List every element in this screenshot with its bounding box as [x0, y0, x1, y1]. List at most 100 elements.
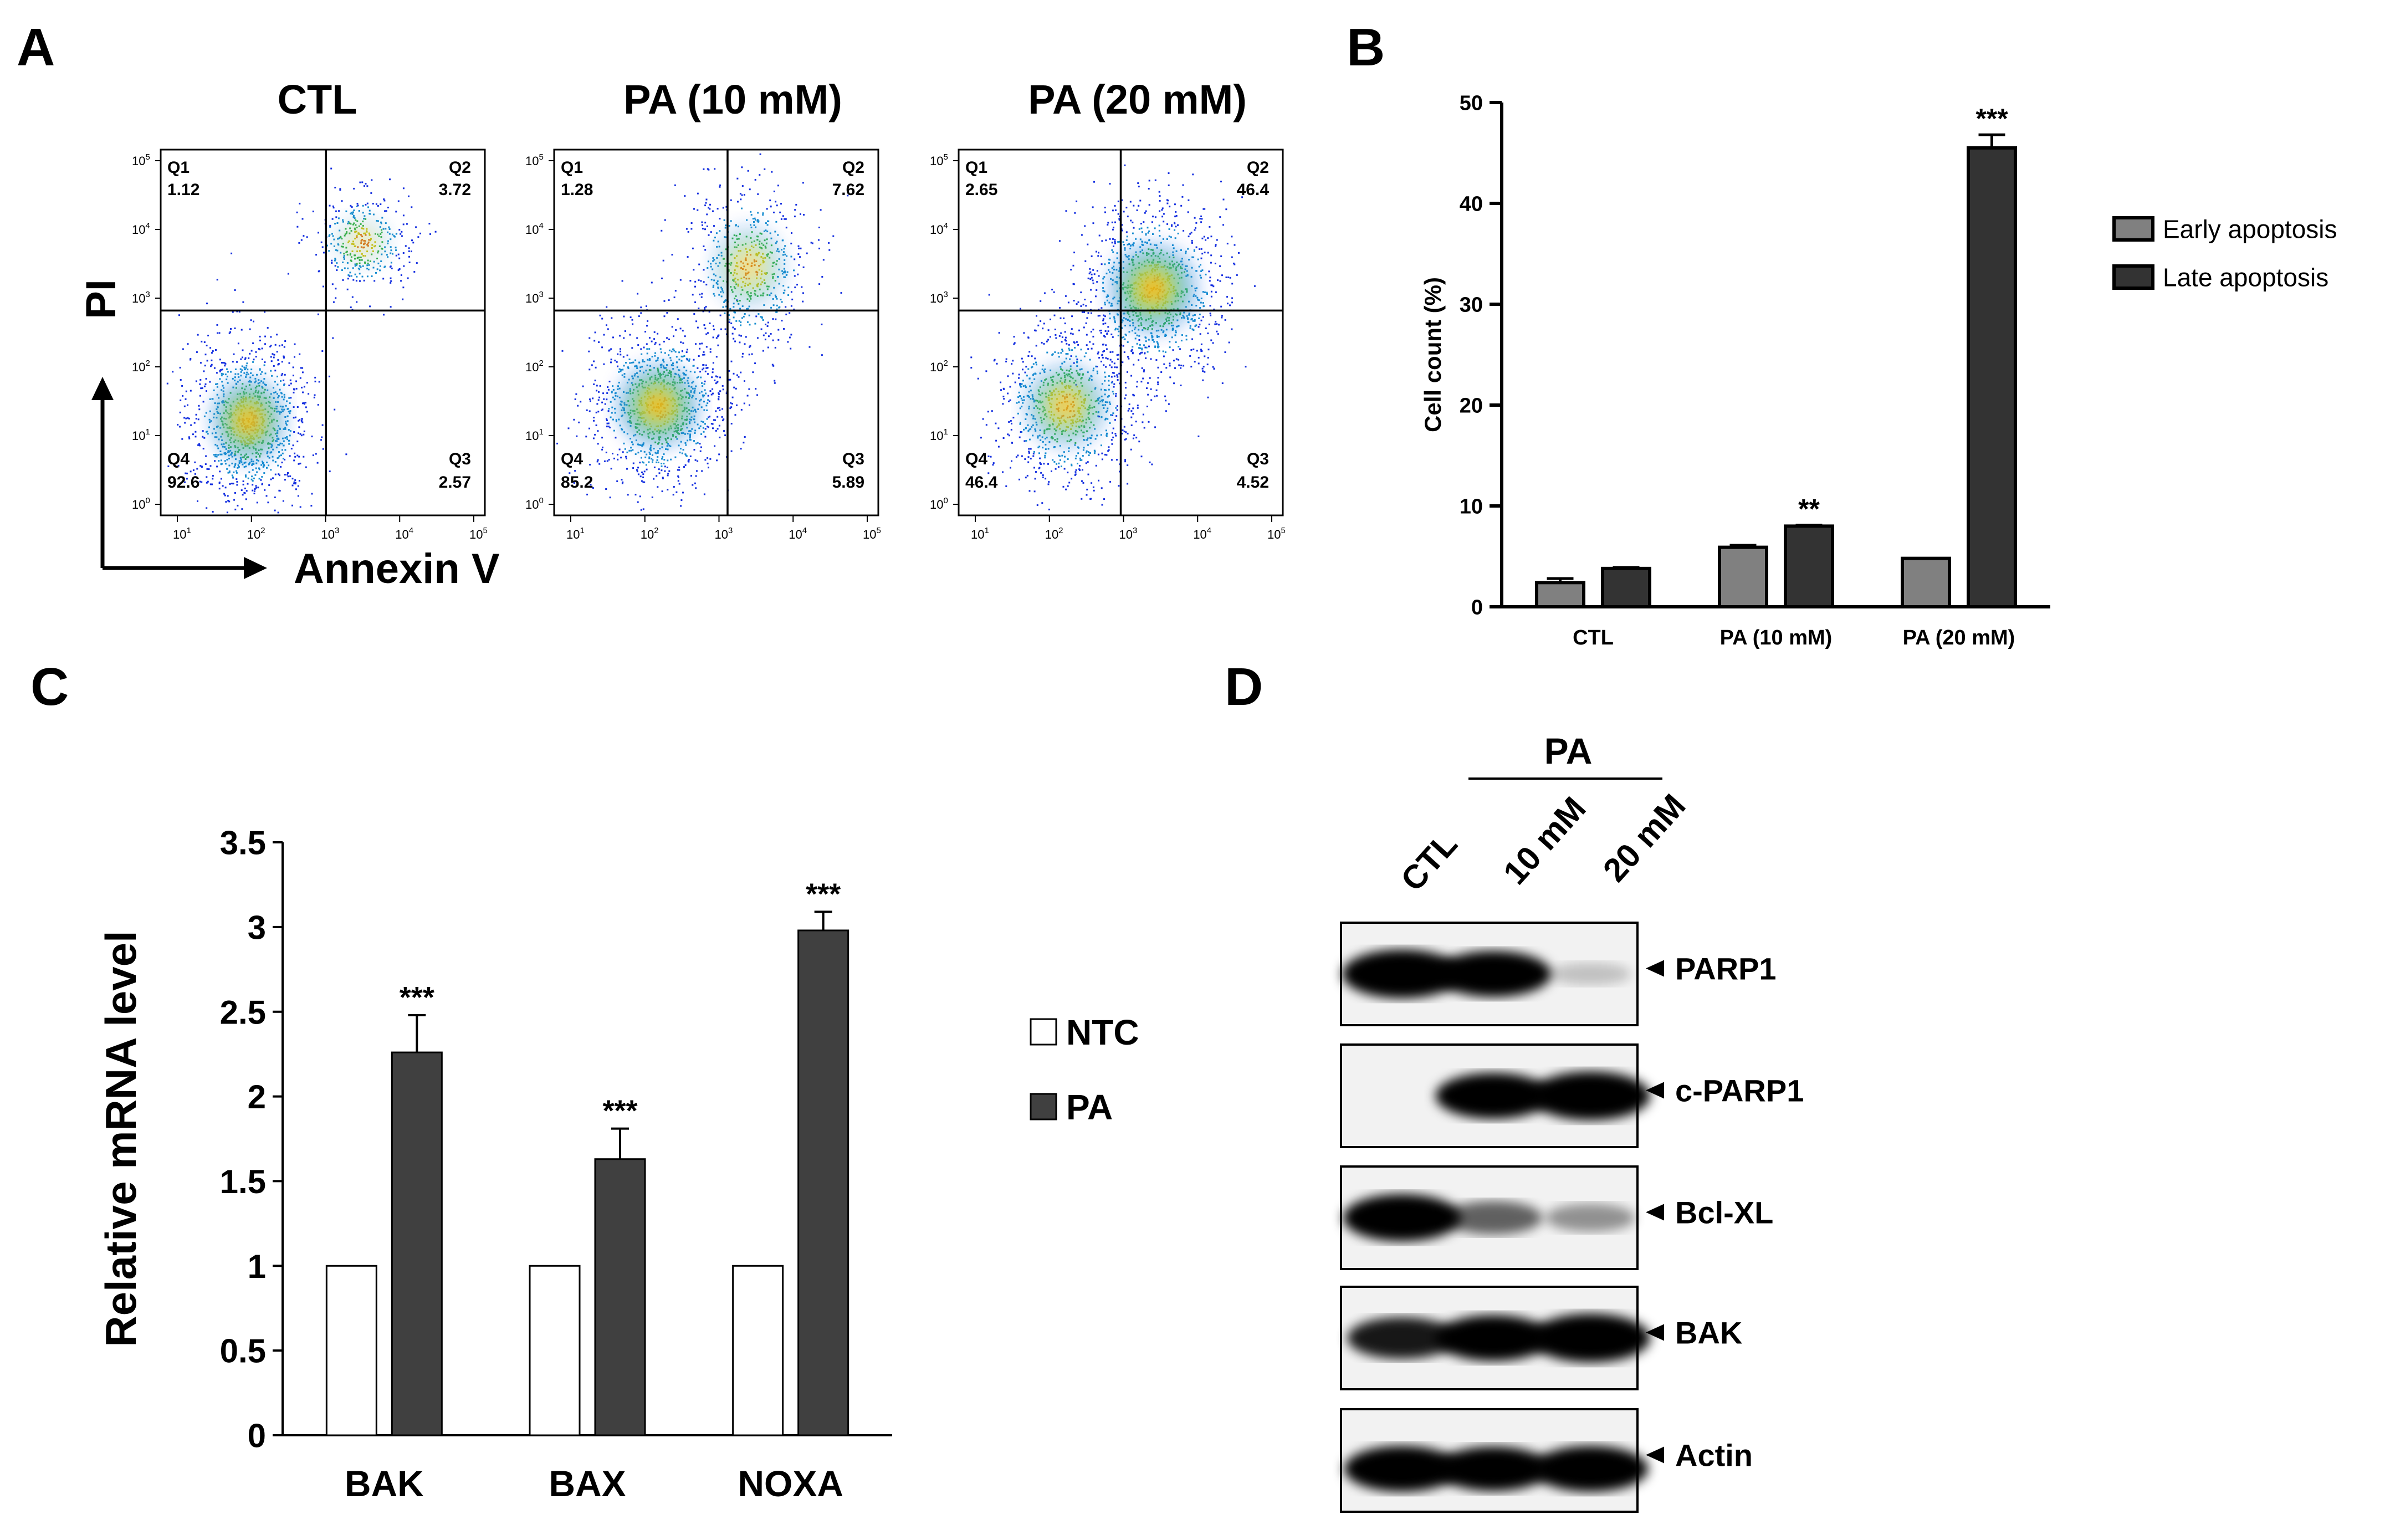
y-tick-label: 40 — [1460, 193, 1483, 216]
flow-density-core — [329, 213, 395, 269]
flow-y-tick-label: 102 — [930, 359, 948, 374]
flow-x-tick-label: 102 — [641, 526, 659, 541]
flow-y-tick-label: 100 — [132, 496, 150, 511]
quadrant-q4-value: 46.4 — [965, 473, 998, 492]
panel-letter-b: B — [1347, 18, 1385, 77]
legend-swatch — [2112, 264, 2154, 290]
bar-early-apoptosis — [1535, 581, 1585, 608]
lane-labels: CTL 10 mM 20 mM — [1394, 787, 1693, 898]
blot-band — [1347, 1317, 1457, 1359]
flow-plot-2: PA (10 mM) Q1 1.28 Q2 7.62 Q3 5.89 Q4 85.2 101 102… — [525, 76, 881, 541]
y-axis-label: Relative mRNA level — [96, 930, 145, 1347]
panel-letter-a: A — [17, 18, 55, 77]
a-x-axis-label: Annexin V — [294, 545, 500, 592]
blot-label: c-PARP1 — [1675, 1073, 1804, 1108]
flow-y-tick-label: 100 — [930, 496, 948, 511]
flow-y-tick-label: 100 — [525, 496, 544, 511]
flow-plot-frame — [160, 149, 486, 516]
quadrant-q3-value: 2.57 — [439, 473, 471, 492]
blot-label: Actin — [1675, 1438, 1753, 1473]
blot-band — [1435, 1073, 1552, 1119]
blot-band — [1444, 1201, 1543, 1235]
flow-x-tick-label: 105 — [863, 526, 881, 541]
flow-density-core — [612, 359, 704, 452]
quadrant-q1-value: 1.28 — [561, 181, 593, 199]
blot-arrow-icon — [1646, 1204, 1664, 1221]
y-tick-label: 20 — [1460, 395, 1483, 418]
chart-axes: 0 10 20 30 40 50 Cell count (%) CTL PA (10 mM) PA… — [1420, 92, 2050, 649]
bar-late-apoptosis — [1967, 146, 2017, 608]
y-tick-label: 50 — [1460, 92, 1483, 115]
quadrant-q3-label: Q3 — [842, 450, 864, 468]
x-category-label: PA (20 mM) — [1903, 626, 2015, 649]
significance-marker: *** — [400, 981, 434, 1014]
quadrant-q4-value: 85.2 — [561, 473, 593, 492]
flow-x-tick-label: 103 — [715, 526, 733, 541]
significance-marker: *** — [602, 1094, 637, 1128]
a-y-axis-label: PI — [78, 279, 125, 319]
lane-label: CTL — [1394, 825, 1465, 898]
blot-band — [1531, 1313, 1650, 1363]
quadrant-q4-label: Q4 — [561, 450, 583, 468]
blot-band — [1436, 1446, 1550, 1491]
blot-arrow-icon — [1646, 1082, 1664, 1099]
significance-marker: *** — [806, 877, 841, 910]
y-tick-label: 1 — [248, 1248, 266, 1285]
bar-pa — [797, 929, 849, 1436]
a-x-axis-arrowhead — [244, 557, 267, 579]
flow-x-tick-label: 103 — [1119, 526, 1138, 541]
quadrant-q3-label: Q3 — [1247, 450, 1269, 468]
blot-bak: BAK — [1340, 1286, 1742, 1390]
legend-label: Early apoptosis — [2163, 215, 2337, 244]
lane-label: 10 mM — [1496, 790, 1593, 892]
quadrant-q1-label: Q1 — [167, 158, 190, 177]
panel-b-bar-chart: 0 10 20 30 40 50 Cell count (%) CTL PA (10 mM) PA… — [1420, 92, 2337, 649]
flow-x-tick-label: 105 — [469, 526, 488, 541]
flow-x-tick-label: 101 — [566, 526, 585, 541]
quadrant-q2-value: 46.4 — [1237, 181, 1270, 199]
quadrant-q2-label: Q2 — [449, 158, 471, 177]
y-tick-label: 30 — [1460, 294, 1483, 317]
legend-swatch — [2112, 216, 2154, 242]
bar-early-apoptosis — [1901, 556, 1951, 609]
x-category-label: BAX — [549, 1463, 626, 1504]
y-axis-label: Cell count (%) — [1420, 277, 1446, 432]
legend-swatch — [1030, 1018, 1057, 1046]
quadrant-q1-value: 1.12 — [167, 181, 199, 199]
flow-plot-title: PA (10 mM) — [623, 76, 842, 122]
y-tick-label: 0 — [248, 1418, 266, 1455]
flow-y-tick-label: 101 — [132, 427, 150, 443]
blot-band — [1545, 1204, 1635, 1232]
flow-y-tick-label: 102 — [132, 359, 150, 374]
flow-y-tick-label: 104 — [132, 221, 150, 237]
flow-y-tick-label: 104 — [525, 221, 544, 237]
legend-label: Late apoptosis — [2163, 263, 2328, 292]
legend-label: NTC — [1066, 1012, 1139, 1052]
flow-y-tick-label: 105 — [930, 152, 948, 168]
flow-y-tick-label: 104 — [930, 221, 948, 237]
blot-band — [1344, 1446, 1460, 1492]
flow-x-tick-label: 103 — [321, 526, 340, 541]
bar-ntc — [529, 1265, 581, 1436]
quadrant-q1-value: 2.65 — [965, 181, 997, 199]
y-tick-label: 3 — [248, 909, 266, 946]
x-category-label: CTL — [1573, 626, 1614, 649]
flow-x-tick-label: 102 — [247, 526, 265, 541]
y-tick-label: 1.5 — [220, 1163, 266, 1200]
y-tick-label: 2.5 — [220, 994, 266, 1031]
blot-bcl-xl: Bcl-XL — [1340, 1165, 1773, 1270]
blot-label: PARP1 — [1675, 951, 1777, 986]
flow-density-core — [1104, 239, 1202, 338]
blot-band — [1435, 1315, 1552, 1361]
bar-early-apoptosis — [1718, 545, 1768, 608]
flow-y-tick-label: 103 — [930, 290, 948, 305]
quadrant-q2-value: 3.72 — [439, 181, 471, 199]
a-y-axis-arrowhead — [91, 377, 114, 400]
legend-swatch — [1030, 1093, 1057, 1121]
blot-label: Bcl-XL — [1675, 1195, 1773, 1230]
blot-arrow-icon — [1646, 1324, 1664, 1341]
flow-plot-1: CTL Q1 1.12 Q2 3.72 Q3 2.57 Q4 92.6 101 102 103 104 1… — [132, 76, 488, 541]
quadrant-q4-label: Q4 — [167, 450, 190, 468]
y-tick-label: 0 — [1471, 596, 1483, 620]
